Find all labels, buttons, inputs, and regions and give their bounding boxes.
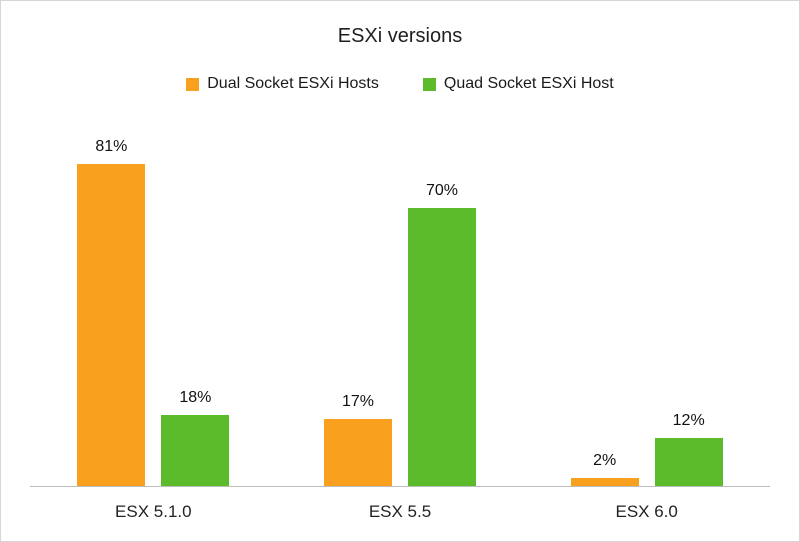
bar-quad-esx-5-1-0: [161, 414, 230, 486]
plot-area: 81% 17% 2% 18% 70% 12%: [30, 131, 770, 487]
chart-title: ESXi versions: [337, 25, 463, 47]
legend-item-quad-socket: Quad Socket ESXi Host: [422, 75, 614, 93]
x-axis-label-esx-55: ESX 5.5: [368, 502, 432, 521]
bar-value-label: 2%: [593, 452, 617, 470]
bar-value-label: 18%: [179, 388, 212, 406]
bar-value-label: 70%: [425, 182, 459, 200]
x-axis-label-esx-510: ESX 5.1.0: [115, 502, 192, 521]
x-axis-label-esx-60: ESX 6.0: [615, 502, 678, 521]
legend: Dual Socket ESXi Hosts Quad Socket ESXi …: [1, 75, 799, 93]
bar-value-label: 12%: [672, 412, 705, 430]
bar-quad-esx-6-0: [654, 438, 723, 486]
bar-dual-esx-6-0: [570, 478, 639, 486]
x-axis-labels: ESX 5.1.0 ESX 5.5 ESX 6.0: [30, 502, 770, 522]
legend-swatch-dual-socket: [186, 77, 200, 91]
legend-label-quad-socket: Quad Socket ESXi Host: [443, 75, 614, 92]
legend-swatch-quad-socket: [422, 77, 436, 91]
bar-dual-esx-5-1-0: [77, 164, 146, 486]
bar-value-label: 17%: [341, 392, 375, 410]
bar-dual-esx-5-5: [324, 418, 392, 486]
bar-value-label: 81%: [95, 138, 128, 156]
legend-label-dual-socket: Dual Socket ESXi Hosts: [207, 75, 379, 92]
bar-quad-esx-5-5: [408, 208, 476, 486]
legend-item-dual-socket: Dual Socket ESXi Hosts: [186, 75, 379, 93]
